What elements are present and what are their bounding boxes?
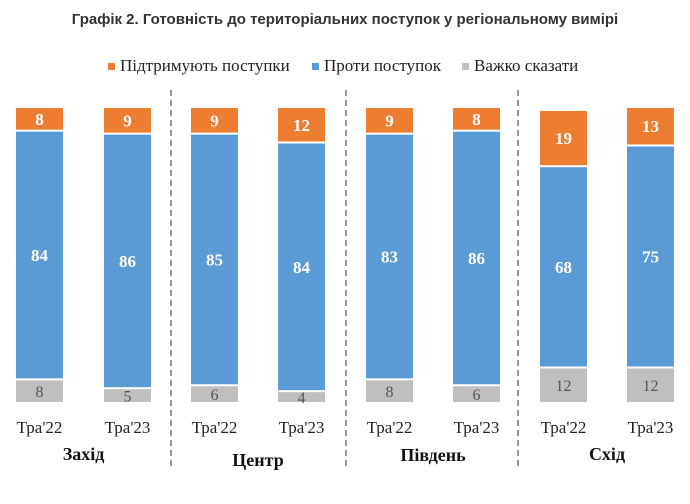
bar-segment xyxy=(16,131,63,379)
data-label: 86 xyxy=(468,249,485,268)
bar-segment xyxy=(453,386,500,402)
data-label: 12 xyxy=(643,378,659,395)
x-tick-label: Тра'22 xyxy=(541,418,587,437)
bar-segment xyxy=(540,110,587,166)
x-tick-label: Тра'22 xyxy=(367,418,413,437)
data-label: 85 xyxy=(206,250,223,269)
bar-segment xyxy=(627,108,674,145)
bar-segment xyxy=(366,134,413,379)
data-label: 8 xyxy=(36,384,44,401)
bar-segment xyxy=(278,392,325,402)
bar-segment xyxy=(278,108,325,142)
bar-segment xyxy=(191,108,238,133)
bar-segment xyxy=(453,131,500,385)
bar-segment xyxy=(104,108,151,133)
legend-swatch xyxy=(462,63,469,70)
data-label: 8 xyxy=(472,110,481,129)
legend-label: Проти поступок xyxy=(324,56,442,75)
x-tick-label: Тра'23 xyxy=(628,418,674,437)
x-tick-label: Тра'22 xyxy=(192,418,238,437)
data-label: 9 xyxy=(123,111,132,130)
data-label: 12 xyxy=(293,116,310,135)
bar-segment xyxy=(278,143,325,391)
bar-segment xyxy=(366,380,413,402)
bar-segment xyxy=(627,146,674,367)
group-label: Центр xyxy=(232,450,283,470)
data-label: 8 xyxy=(35,110,44,129)
data-label: 86 xyxy=(119,252,136,271)
bar-segment xyxy=(453,108,500,130)
data-label: 13 xyxy=(642,117,659,136)
data-label: 84 xyxy=(293,258,311,277)
bar-segment xyxy=(191,386,238,402)
bar-segment xyxy=(627,368,674,402)
group-label: Схід xyxy=(589,444,625,464)
chart-title: Графік 2. Готовність до територіальних п… xyxy=(72,11,618,28)
bar-segment xyxy=(16,380,63,402)
legend: Підтримують поступки Проти поступок Важко … xyxy=(108,56,578,75)
data-label: 6 xyxy=(473,387,481,404)
group-label: Південь xyxy=(400,445,466,465)
data-label: 6 xyxy=(211,387,219,404)
data-label: 4 xyxy=(298,390,306,407)
bar-segment xyxy=(104,134,151,388)
bar-segment xyxy=(104,389,151,402)
data-label: 83 xyxy=(381,247,398,266)
x-tick-label: Тра'22 xyxy=(17,418,63,437)
x-tick-label: Тра'23 xyxy=(279,418,325,437)
bar-segment xyxy=(366,108,413,133)
data-label: 9 xyxy=(385,111,394,130)
data-label: 5 xyxy=(124,389,132,406)
group-label: Захід xyxy=(63,444,105,464)
data-label: 75 xyxy=(642,247,659,266)
legend-swatch xyxy=(312,63,319,70)
data-label: 12 xyxy=(556,378,572,395)
x-tick-label: Тра'23 xyxy=(454,418,500,437)
data-label: 19 xyxy=(555,129,572,148)
legend-swatch xyxy=(108,63,115,70)
bar-segment xyxy=(16,108,63,130)
x-tick-label: Тра'23 xyxy=(105,418,151,437)
legend-label: Важко сказати xyxy=(474,56,578,75)
bar-segment xyxy=(191,134,238,385)
data-label: 9 xyxy=(210,111,219,130)
data-label: 84 xyxy=(31,246,49,265)
bar-segment xyxy=(540,167,587,367)
x-axis: Тра'22 Тра'23 Тра'22 Тра'23 Тра'22 Тра'23 Тра'… xyxy=(17,90,674,470)
legend-label: Підтримують поступки xyxy=(120,56,290,75)
bar-segment xyxy=(540,368,587,402)
data-label: 68 xyxy=(555,258,572,277)
data-label: 8 xyxy=(386,384,394,401)
